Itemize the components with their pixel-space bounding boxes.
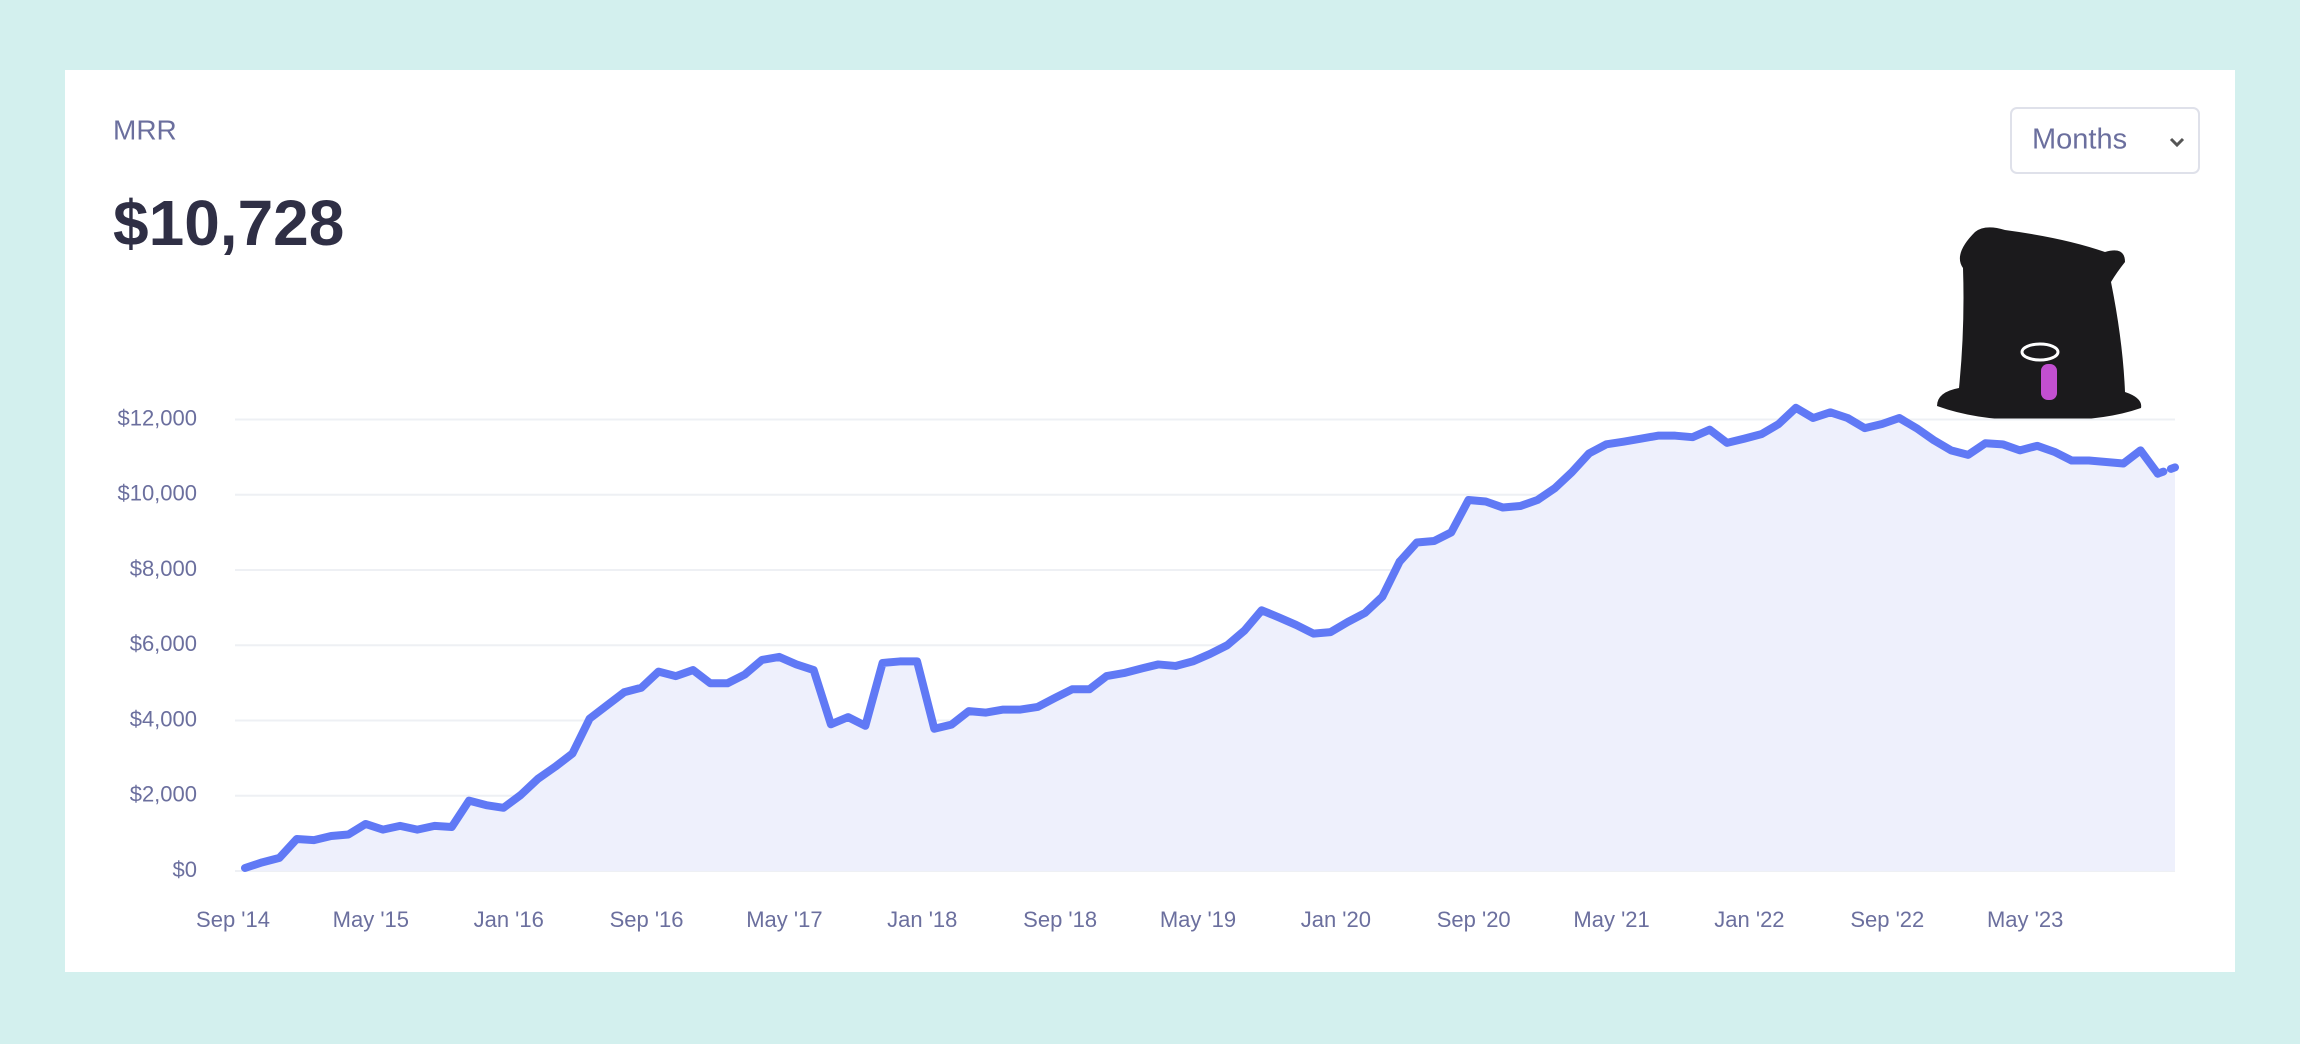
mrr-line-current [2153,463,2179,478]
period-dropdown[interactable]: Months [2010,107,2200,174]
x-tick-label: May '21 [1573,907,1649,932]
y-tick-label: $2,000 [130,782,197,807]
x-tick-label: Sep '18 [1023,907,1097,932]
y-tick-label: $0 [173,857,197,882]
metric-title: MRR [113,114,177,145]
x-tick-label: May '19 [1160,907,1236,932]
y-tick-label: $12,000 [117,405,197,430]
metric-value: $10,728 [113,187,344,259]
x-tick-label: May '17 [746,907,822,932]
x-tick-label: May '15 [333,907,409,932]
mascot-tongue [2041,364,2057,400]
y-tick-label: $8,000 [130,556,197,581]
dropdown-box[interactable] [2010,107,2200,174]
dropdown-chevron[interactable] [2169,137,2185,148]
x-tick-label: Jan '16 [474,907,544,932]
x-tick-label: May '23 [1987,907,2063,932]
dropdown-label[interactable]: Months [2032,124,2127,156]
mascot [1937,227,2142,421]
x-tick-label: Sep '16 [610,907,684,932]
area-fill [245,407,2175,871]
x-tick-label: Jan '20 [1301,907,1371,932]
y-tick-label: $4,000 [130,706,197,731]
mascot-body [1937,227,2142,421]
x-tick-label: Jan '22 [1714,907,1784,932]
y-tick-label: $6,000 [130,631,197,656]
mascot-eye [2020,342,2060,362]
y-tick-label: $10,000 [117,481,197,506]
mrr-line [241,403,2162,872]
x-tick-label: Jan '18 [887,907,957,932]
x-tick-label: Sep '22 [1850,907,1924,932]
x-tick-label: Sep '14 [196,907,270,932]
x-tick-label: Sep '20 [1437,907,1511,932]
